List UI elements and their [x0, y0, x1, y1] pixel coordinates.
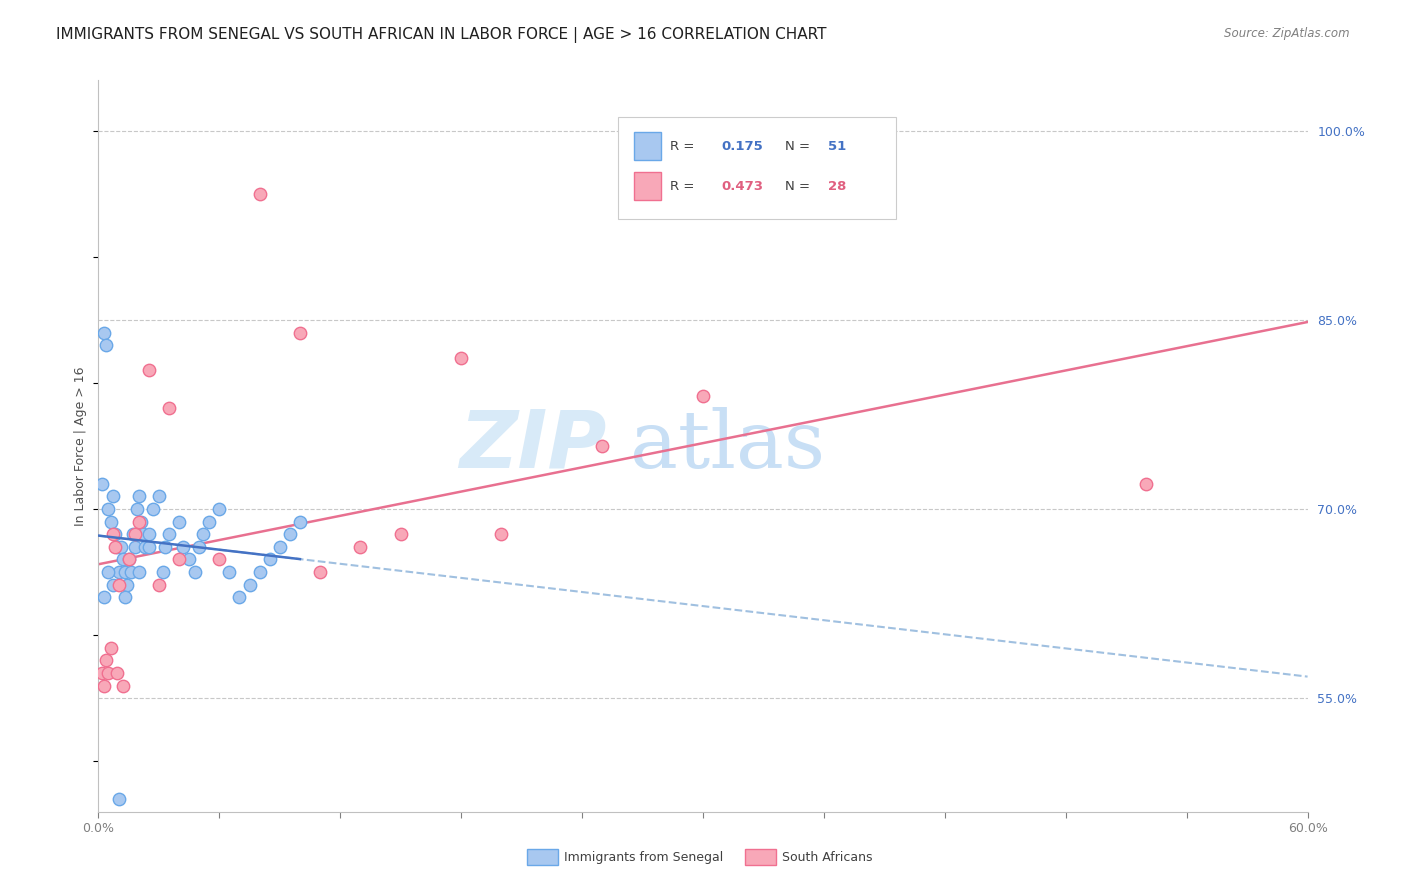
Point [134, 540, 156, 554]
Point [138, 363, 160, 377]
Point [142, 502, 165, 516]
Point [103, 540, 125, 554]
Point [138, 540, 160, 554]
Bar [634, 172, 661, 200]
Point [167, 552, 190, 566]
Point [91, 665, 114, 680]
Point [450, 351, 472, 365]
Text: ZIP: ZIP [458, 407, 606, 485]
Point [128, 515, 150, 529]
Point [101, 527, 124, 541]
Point [193, 527, 215, 541]
Text: R =: R = [671, 180, 699, 193]
Text: South Africans: South Africans [782, 851, 872, 863]
Point [128, 565, 150, 579]
Point [157, 527, 180, 541]
Point [115, 578, 138, 592]
Point [228, 591, 250, 605]
Point [124, 527, 146, 541]
Point [692, 388, 714, 402]
Point [188, 540, 211, 554]
Point [97, 502, 120, 516]
Point [100, 515, 122, 529]
Point [259, 552, 281, 566]
Point [309, 565, 332, 579]
Text: N =: N = [785, 140, 814, 153]
Point [124, 540, 146, 554]
Point [148, 490, 170, 504]
Text: R =: R = [671, 140, 699, 153]
Point [93, 326, 115, 340]
Point [114, 591, 136, 605]
Point [249, 565, 271, 579]
Point [100, 640, 122, 655]
Text: 0.473: 0.473 [721, 180, 763, 193]
Point [288, 326, 311, 340]
Point [96, 653, 118, 667]
Point [93, 679, 115, 693]
Point [1135, 476, 1157, 491]
Point [110, 540, 132, 554]
Point [118, 552, 141, 566]
Point [129, 515, 152, 529]
Point [107, 792, 129, 806]
Point [288, 515, 311, 529]
Point [107, 578, 129, 592]
Point [111, 679, 134, 693]
Point [103, 527, 125, 541]
Text: atlas: atlas [630, 407, 825, 485]
Point [153, 540, 176, 554]
Bar [634, 132, 661, 160]
Point [93, 591, 115, 605]
Point [184, 565, 207, 579]
Point [249, 186, 271, 201]
Text: N =: N = [785, 180, 814, 193]
Text: Immigrants from Senegal: Immigrants from Senegal [564, 851, 723, 863]
Text: 51: 51 [828, 140, 846, 153]
Y-axis label: In Labor Force | Age > 16: In Labor Force | Age > 16 [73, 367, 87, 525]
Point [105, 665, 128, 680]
Point [114, 565, 136, 579]
Point [198, 515, 221, 529]
Point [172, 540, 194, 554]
Point [179, 552, 201, 566]
Point [125, 502, 148, 516]
Point [111, 552, 134, 566]
Point [152, 565, 174, 579]
Point [91, 476, 114, 491]
Point [101, 490, 124, 504]
Point [167, 515, 190, 529]
Point [148, 578, 170, 592]
Point [491, 527, 513, 541]
Point [208, 502, 231, 516]
Point [121, 527, 143, 541]
Point [96, 338, 118, 352]
Point [269, 540, 291, 554]
FancyBboxPatch shape [619, 117, 897, 219]
Point [97, 565, 120, 579]
Point [107, 565, 129, 579]
Point [389, 527, 412, 541]
Point [97, 665, 120, 680]
Point [118, 552, 141, 566]
Point [132, 527, 155, 541]
Point [239, 578, 262, 592]
Point [128, 490, 150, 504]
Text: 0.175: 0.175 [721, 140, 763, 153]
Point [208, 552, 231, 566]
Text: IMMIGRANTS FROM SENEGAL VS SOUTH AFRICAN IN LABOR FORCE | AGE > 16 CORRELATION C: IMMIGRANTS FROM SENEGAL VS SOUTH AFRICAN… [56, 27, 827, 43]
Point [278, 527, 301, 541]
Point [157, 401, 180, 416]
Point [218, 565, 240, 579]
Point [591, 439, 613, 453]
Point [120, 565, 142, 579]
Point [105, 540, 128, 554]
Point [101, 578, 124, 592]
Point [349, 540, 371, 554]
Point [138, 527, 160, 541]
Text: 28: 28 [828, 180, 846, 193]
Text: Source: ZipAtlas.com: Source: ZipAtlas.com [1225, 27, 1350, 40]
